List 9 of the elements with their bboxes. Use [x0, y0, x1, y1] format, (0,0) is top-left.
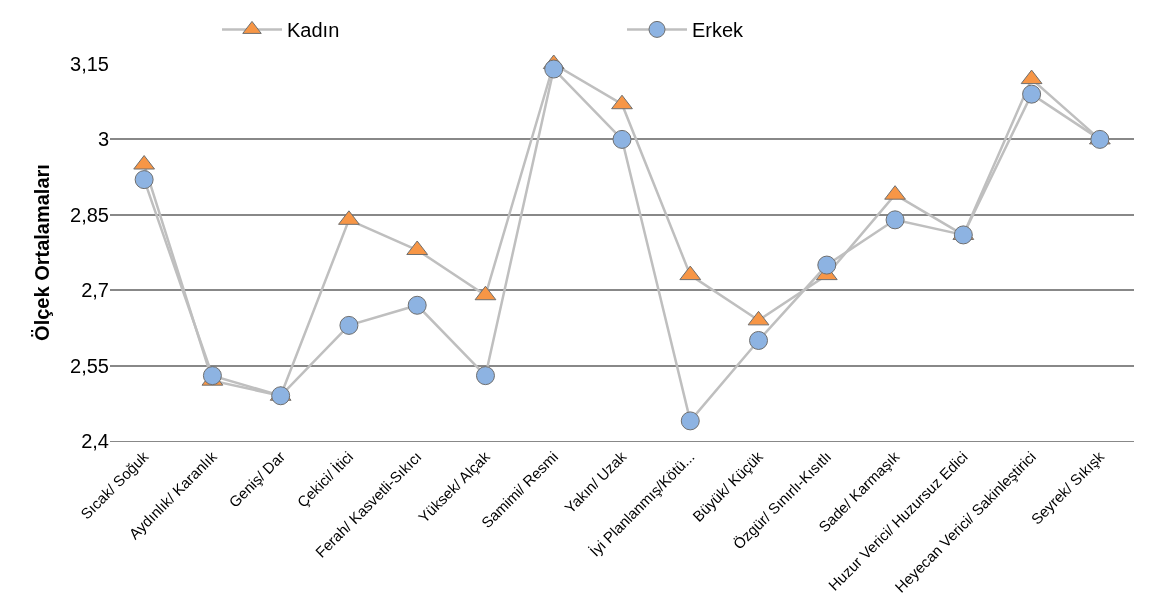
- y-tick-label: 2,7: [81, 279, 109, 302]
- y-tick-label: 3: [97, 128, 109, 151]
- legend-label: Kadın: [287, 19, 340, 42]
- y-axis-title: Ölçek Ortalamaları: [30, 164, 53, 341]
- y-tick-label: 2,55: [70, 354, 109, 377]
- y-tick-label: 2,4: [81, 430, 109, 452]
- legend-label: Erkek: [692, 19, 745, 42]
- y-tick-label: 2,85: [70, 203, 109, 226]
- y-tick-label: 3,15: [70, 53, 109, 75]
